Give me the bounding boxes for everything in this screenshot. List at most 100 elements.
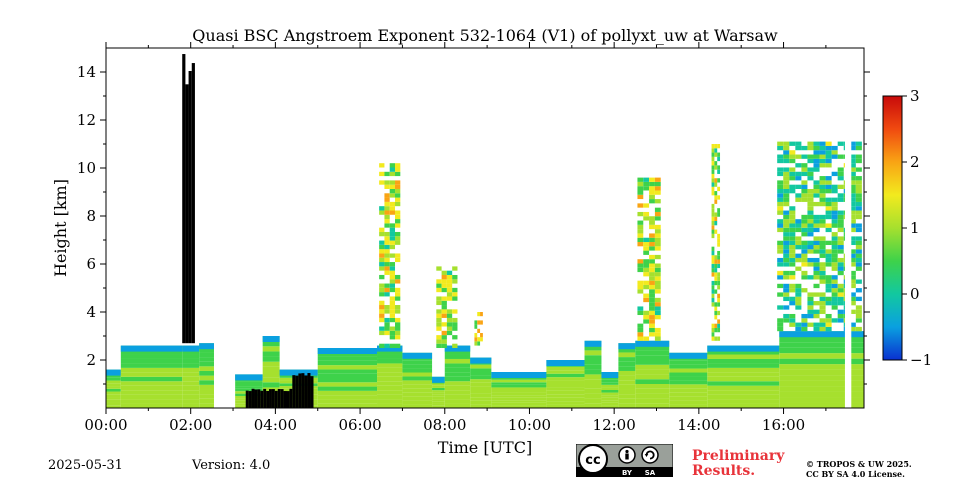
aerosol-plume-cell (819, 275, 826, 280)
aerosol-plume-cell (395, 322, 401, 327)
cloud-signal (307, 373, 311, 408)
boundary-layer-cell (317, 390, 378, 396)
aerosol-plume-cell (789, 262, 796, 267)
boundary-layer-cell (779, 358, 864, 365)
aerosol-plume-cell (849, 184, 856, 189)
boundary-layer-cell (106, 405, 121, 408)
boundary-layer-cell (618, 403, 636, 408)
aerosol-plume-cell (777, 167, 784, 172)
boundary-layer-cell (317, 399, 378, 404)
aerosol-plume-cell (855, 288, 862, 293)
aerosol-plume-cell (801, 257, 808, 263)
boundary-layer-cell (432, 385, 445, 388)
aerosol-plume-cell (837, 171, 844, 177)
aerosol-plume-cell (395, 163, 401, 168)
aerosol-plume-cell (714, 315, 718, 320)
aerosol-plume-cell (480, 312, 483, 317)
aerosol-plume-cell (825, 206, 832, 211)
aerosol-plume-cell (384, 236, 390, 241)
boundary-layer-cell (120, 385, 183, 391)
aerosol-plume-cell (717, 259, 721, 264)
aerosol-plume-cell (637, 220, 644, 225)
aerosol-plume-cell (384, 253, 390, 258)
cloud-signal (254, 389, 258, 408)
boundary-layer-cell (707, 372, 780, 377)
aerosol-plume-cell (654, 284, 661, 290)
boundary-layer-top (779, 331, 864, 338)
aerosol-plume-cell (389, 335, 396, 340)
aerosol-plume-cell (711, 268, 715, 273)
aerosol-plume-cell (379, 257, 385, 263)
aerosol-plume-cell (649, 181, 655, 187)
aerosol-plume-cell (711, 152, 715, 157)
aerosol-plume-cell (783, 223, 790, 228)
aerosol-plume-cell (855, 141, 862, 146)
aerosol-plume-cell (452, 266, 458, 271)
aerosol-plume-cell (819, 322, 826, 327)
aerosol-plume-cell (801, 249, 808, 254)
aerosol-plume-cell (777, 154, 784, 159)
aerosol-plume-cell (801, 227, 808, 233)
aerosol-plume-cell (384, 322, 390, 327)
boundary-layer-top (235, 374, 263, 381)
aerosol-plume-cell (825, 283, 832, 289)
aerosol-plume-cell (849, 171, 856, 177)
aerosol-plume-cell (637, 203, 644, 208)
aerosol-plume-cell (807, 305, 814, 310)
aerosol-plume-cell (801, 322, 808, 327)
boundary-layer-cell (669, 392, 708, 397)
aerosol-plume-cell (783, 232, 790, 237)
aerosol-plume-cell (813, 262, 820, 267)
aerosol-plume-cell (637, 177, 644, 182)
cloud-signal (271, 389, 275, 408)
aerosol-plume-cell (711, 263, 715, 269)
aerosol-plume-cell (813, 240, 820, 246)
aerosol-plume-cell (637, 263, 644, 268)
aerosol-plume-cell (825, 313, 832, 319)
aerosol-plume-cell (813, 201, 820, 207)
copyright-line: © TROPOS & UW 2025. (806, 459, 912, 469)
y-tick-label: 12 (77, 111, 96, 129)
aerosol-plume-cell (831, 154, 838, 159)
boundary-layer-top (317, 348, 378, 354)
aerosol-plume-cell (637, 336, 644, 341)
aerosol-plume-cell (654, 280, 661, 285)
cloud-signal (188, 70, 192, 344)
boundary-layer-cell (377, 403, 403, 408)
aerosol-plume-cell (777, 219, 784, 224)
aerosol-plume-cell (831, 296, 838, 302)
aerosol-plume-cell (649, 177, 655, 182)
boundary-layer-cell (601, 392, 619, 396)
aerosol-plume-cell (389, 223, 396, 228)
aerosol-plume-cell (379, 330, 385, 336)
boundary-layer-cell (601, 405, 619, 408)
aerosol-plume-cell (436, 317, 442, 323)
aerosol-plume-cell (643, 267, 650, 273)
aerosol-plume-cell (654, 190, 661, 195)
aerosol-plume-cell (837, 257, 844, 263)
aerosol-plume-cell (384, 305, 390, 310)
boundary-layer-cell (470, 386, 492, 390)
cloud-signal (298, 373, 302, 408)
aerosol-plume-cell (831, 189, 838, 194)
boundary-layer-cell (182, 381, 200, 386)
aerosol-plume-cell (711, 169, 715, 174)
aerosol-plume-cell (849, 154, 856, 159)
aerosol-plume-cell (819, 253, 826, 258)
aerosol-plume-cell (379, 231, 385, 237)
cloud-signal (251, 388, 255, 408)
aerosol-plume-cell (379, 244, 385, 250)
cc-by-label: BY (622, 469, 633, 477)
aerosol-plume-cell (819, 201, 826, 207)
aerosol-plume-cell (711, 203, 715, 209)
aerosol-plume-cell (819, 176, 826, 181)
aerosol-plume-cell (849, 227, 856, 233)
aerosol-plume-cell (395, 296, 401, 301)
svg-text:cc: cc (585, 453, 600, 468)
aerosol-plume-cell (395, 309, 401, 314)
aerosol-plume-cell (825, 150, 832, 155)
boundary-layer-cell (546, 401, 585, 405)
boundary-layer-top (432, 376, 445, 383)
boundary-layer-cell (317, 373, 378, 378)
aerosol-plume-cell (795, 322, 802, 327)
